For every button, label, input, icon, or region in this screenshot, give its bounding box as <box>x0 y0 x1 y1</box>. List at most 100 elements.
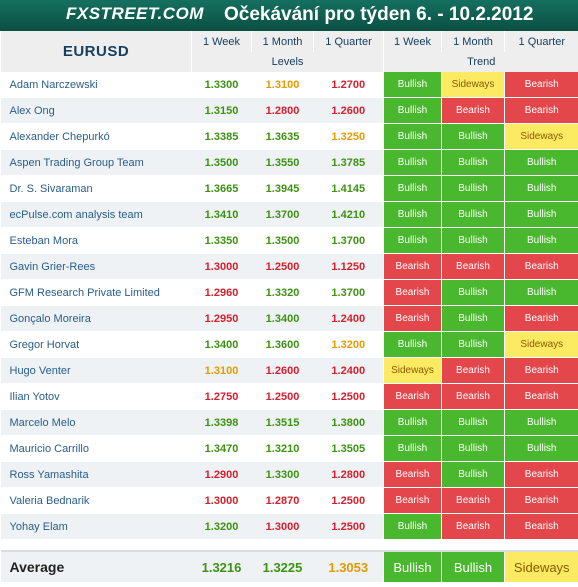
trend-1-month: Bullish <box>441 461 505 488</box>
trend-1-week: Bearish <box>383 383 442 410</box>
level-1-quarter: 1.3700 <box>313 279 384 306</box>
analyst-name[interactable]: Alexander Chepurkó <box>0 123 192 150</box>
trend-1-month: Bullish <box>441 123 505 150</box>
analyst-name[interactable]: Gavin Grier-Rees <box>0 253 192 280</box>
level-1-quarter: 1.1250 <box>313 253 384 280</box>
analyst-name[interactable]: Marcelo Melo <box>0 409 192 436</box>
trend-1-quarter: Bearish <box>504 72 578 98</box>
trend-1-quarter: Sideways <box>504 123 578 150</box>
group-header-trend: Trend <box>383 52 578 72</box>
level-1-month: 1.2500 <box>251 253 314 280</box>
level-1-quarter: 1.3250 <box>313 123 384 150</box>
trend-1-week: Bullish <box>383 97 442 124</box>
average-trend-1-quarter: Sideways <box>504 550 578 583</box>
trend-1-quarter: Bearish <box>504 305 578 332</box>
analyst-name[interactable]: Yohay Elam <box>0 513 192 540</box>
table-row: Esteban Mora 1.3350 1.3500 1.3700 Bullish Bul… <box>0 227 578 254</box>
trend-1-week: Bullish <box>383 331 442 358</box>
average-level-1-week: 1.3216 <box>191 550 252 583</box>
trend-1-month: Bullish <box>441 201 505 228</box>
currency-pair-label: EURUSD <box>0 31 192 72</box>
trend-1-week: Bearish <box>383 305 442 332</box>
trend-1-month: Sideways <box>441 72 505 98</box>
trend-1-week: Bullish <box>383 123 442 150</box>
trend-1-week: Bearish <box>383 279 442 306</box>
trend-1-month: Bullish <box>441 149 505 176</box>
table-row: Ross Yamashita 1.2900 1.3300 1.2800 Bearish B… <box>0 461 578 488</box>
spacer <box>0 539 578 552</box>
level-1-week: 1.3100 <box>191 357 252 384</box>
analyst-name[interactable]: Esteban Mora <box>0 227 192 254</box>
level-1-month: 1.3400 <box>251 305 314 332</box>
average-level-1-month: 1.3225 <box>251 550 314 583</box>
table-row: Valeria Bednarik 1.3000 1.2870 1.2500 Bearis… <box>0 487 578 514</box>
trend-1-week: Bearish <box>383 253 442 280</box>
level-1-week: 1.3300 <box>191 72 252 98</box>
table-row: Gavin Grier-Rees 1.3000 1.2500 1.1250 Bearis… <box>0 253 578 280</box>
trend-1-month: Bearish <box>441 383 505 410</box>
level-1-week: 1.2900 <box>191 461 252 488</box>
level-1-quarter: 1.2500 <box>313 513 384 540</box>
analyst-name[interactable]: Aspen Trading Group Team <box>0 149 192 176</box>
average-level-1-quarter: 1.3053 <box>313 550 384 583</box>
analyst-name[interactable]: Alex Ong <box>0 97 192 124</box>
level-1-month: 1.2870 <box>251 487 314 514</box>
trend-1-quarter: Sideways <box>504 331 578 358</box>
level-1-quarter: 1.3800 <box>313 409 384 436</box>
analyst-name[interactable]: Ross Yamashita <box>0 461 192 488</box>
level-1-week: 1.3150 <box>191 97 252 124</box>
level-1-quarter: 1.2800 <box>313 461 384 488</box>
level-1-quarter: 1.3505 <box>313 435 384 462</box>
level-1-quarter: 1.2500 <box>313 487 384 514</box>
analyst-name[interactable]: Gregor Horvat <box>0 331 192 358</box>
analyst-name[interactable]: Adam Narczewski <box>0 72 192 98</box>
level-1-week: 1.3665 <box>191 175 252 202</box>
level-1-quarter: 1.4210 <box>313 201 384 228</box>
trend-1-month: Bearish <box>441 97 505 124</box>
trend-1-month: Bullish <box>441 305 505 332</box>
col-trend-1-month: 1 Month <box>441 31 505 52</box>
trend-1-quarter: Bearish <box>504 487 578 514</box>
group-header-levels: Levels <box>191 52 384 72</box>
analyst-name[interactable]: Mauricio Carrillo <box>0 435 192 462</box>
analyst-name[interactable]: Hugo Venter <box>0 357 192 384</box>
fxstreet-logo[interactable]: FXSTREET.COM <box>66 4 204 23</box>
analyst-name[interactable]: Ilian Yotov <box>0 383 192 410</box>
trend-1-week: Bearish <box>383 461 442 488</box>
level-1-quarter: 1.2500 <box>313 383 384 410</box>
level-1-week: 1.2950 <box>191 305 252 332</box>
analyst-name[interactable]: Gonçalo Moreira <box>0 305 192 332</box>
level-1-month: 1.3600 <box>251 331 314 358</box>
analyst-name[interactable]: ecPulse.com analysis team <box>0 201 192 228</box>
level-1-quarter: 1.2400 <box>313 357 384 384</box>
table-row: Alex Ong 1.3150 1.2800 1.2600 Bullish Bearish… <box>0 97 578 124</box>
trend-1-quarter: Bullish <box>504 435 578 462</box>
average-trend-1-month: Bullish <box>441 550 505 583</box>
level-1-week: 1.2750 <box>191 383 252 410</box>
level-1-month: 1.3100 <box>251 72 314 98</box>
level-1-quarter: 1.4145 <box>313 175 384 202</box>
average-trend-1-week: Bullish <box>383 550 442 583</box>
trend-1-month: Bullish <box>441 435 505 462</box>
level-1-week: 1.3410 <box>191 201 252 228</box>
trend-1-month: Bullish <box>441 409 505 436</box>
page-title: Očekávání pro týden 6. - 10.2.2012 <box>224 4 534 25</box>
table-row: GFM Research Private Limited 1.2960 1.3320… <box>0 279 578 306</box>
trend-1-week: Bullish <box>383 435 442 462</box>
trend-1-week: Bullish <box>383 175 442 202</box>
trend-1-month: Bullish <box>441 227 505 254</box>
level-1-week: 1.2960 <box>191 279 252 306</box>
analyst-name[interactable]: Valeria Bednarik <box>0 487 192 514</box>
analyst-name[interactable]: GFM Research Private Limited <box>0 279 192 306</box>
level-1-month: 1.3000 <box>251 513 314 540</box>
table-row: Marcelo Melo 1.3398 1.3515 1.3800 Bullish Bul… <box>0 409 578 436</box>
analyst-name[interactable]: Dr. S. Sivaraman <box>0 175 192 202</box>
level-1-quarter: 1.2700 <box>313 72 384 98</box>
level-1-month: 1.3635 <box>251 123 314 150</box>
average-label: Average <box>0 550 192 583</box>
trend-1-week: Bullish <box>383 149 442 176</box>
trend-1-quarter: Bearish <box>504 383 578 410</box>
trend-1-quarter: Bullish <box>504 227 578 254</box>
level-1-week: 1.3385 <box>191 123 252 150</box>
